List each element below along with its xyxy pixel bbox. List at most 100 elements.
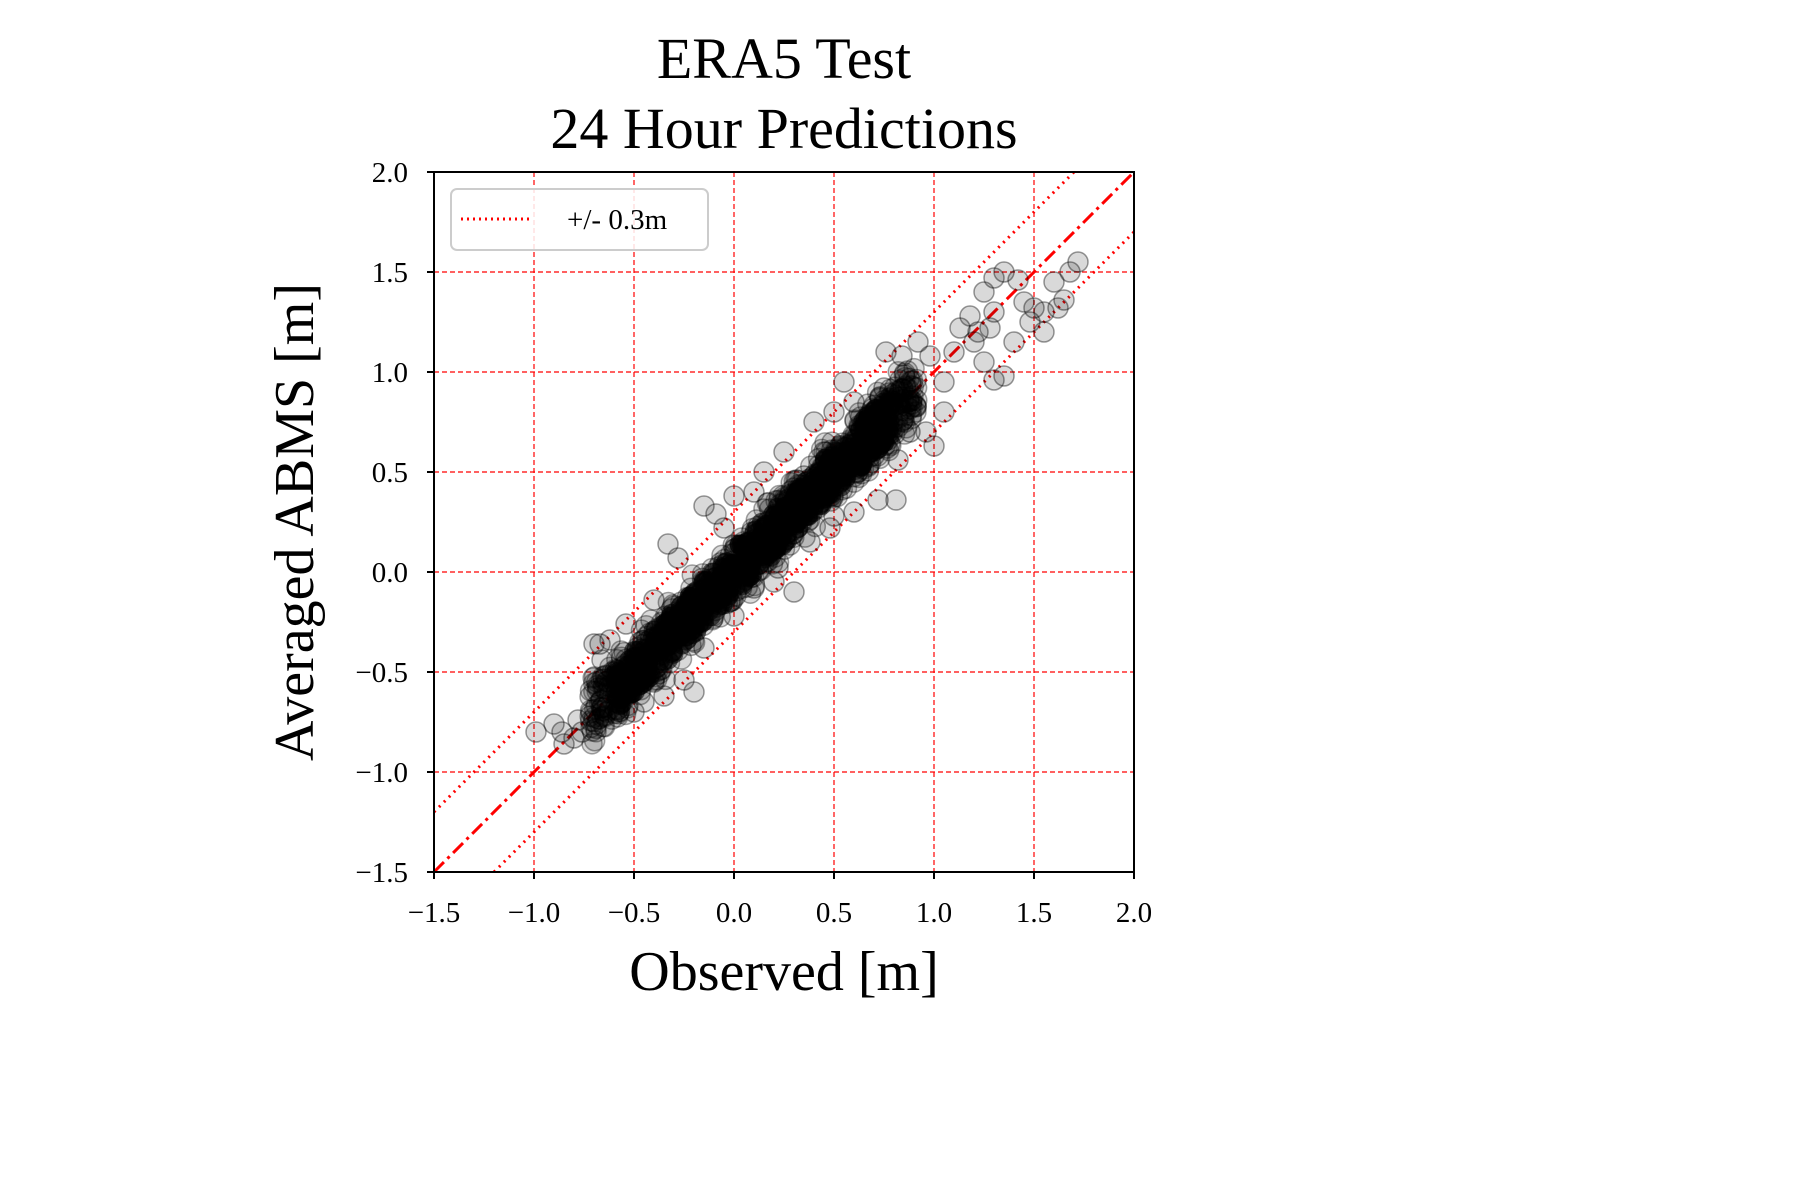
scatter-point	[1043, 271, 1065, 293]
scatter-point	[585, 695, 608, 717]
scatter-point	[887, 449, 909, 471]
scatter-point	[606, 659, 627, 680]
scatter-point	[525, 721, 547, 743]
scatter-point	[875, 341, 897, 363]
scatter-point	[653, 685, 675, 707]
scatter-point	[579, 679, 602, 702]
scatter-point	[567, 709, 589, 731]
scatter-point	[893, 364, 916, 386]
scatter-point	[983, 301, 1005, 323]
scatter-point	[1067, 251, 1089, 273]
scatter-point	[701, 562, 722, 583]
scatter-point	[723, 485, 745, 507]
scatter-point	[585, 713, 608, 735]
legend-box	[450, 188, 709, 251]
scatter-point	[905, 396, 928, 418]
scatter-point	[609, 680, 630, 701]
scatter-point	[583, 680, 605, 703]
scatter-point	[906, 389, 928, 412]
scatter-point	[983, 369, 1005, 391]
scatter-point	[1007, 269, 1029, 291]
scatter-point	[894, 376, 917, 399]
scatter-point	[585, 717, 607, 740]
scatter-point	[763, 571, 785, 593]
scatter-point	[887, 361, 909, 383]
scatter-point	[691, 600, 712, 621]
scatter-point	[773, 441, 795, 463]
scatter-point	[767, 557, 789, 579]
scatter-point	[580, 716, 602, 739]
x-tick-label: −0.5	[608, 897, 661, 929]
scatter-point	[847, 461, 869, 483]
y-tick-label: 0.0	[372, 557, 408, 589]
tick-layer: −1.5 −1.0 −0.5 0.0 0.5 1.0 1.5 2.0 −1.5 −1.0 −0.5 0…	[355, 157, 1152, 929]
scatter-point	[901, 389, 923, 412]
scatter-point	[901, 370, 924, 392]
scatter-point	[591, 649, 613, 671]
scatter-point	[973, 281, 995, 303]
scatter-point	[900, 375, 922, 397]
scatter-point	[583, 706, 605, 729]
scatter-point	[983, 267, 1005, 289]
x-tick-label: 0.0	[716, 897, 752, 929]
scatter-point	[768, 515, 789, 536]
x-tick-label: −1.0	[508, 897, 561, 929]
scatter-point	[889, 369, 911, 391]
scatter-point	[902, 376, 925, 398]
scatter-point	[733, 555, 755, 577]
scatter-point	[900, 408, 922, 430]
scatter-point	[710, 588, 731, 609]
scatter-point	[867, 489, 889, 511]
scatter-point	[599, 629, 621, 651]
scatter-point	[593, 715, 616, 738]
scatter-point	[738, 566, 759, 587]
y-axis-label: Averaged ABMS [m]	[264, 283, 326, 761]
scatter-point	[843, 391, 865, 413]
scatter-point	[586, 680, 608, 702]
scatter-point	[923, 435, 945, 457]
scatter-point	[844, 432, 865, 453]
scatter-point	[819, 517, 841, 539]
scatter-point	[894, 362, 916, 384]
x-tick-label: −1.5	[408, 897, 461, 929]
scatter-point	[963, 331, 985, 353]
scatter-point	[907, 331, 929, 353]
scatter-point	[663, 621, 685, 643]
scatter-point	[896, 360, 919, 382]
plot-frame	[433, 171, 1135, 873]
scatter-point	[667, 547, 689, 569]
scatter-point	[1003, 331, 1025, 353]
scatter-point	[823, 505, 845, 527]
scatter-point	[915, 421, 937, 443]
scatter-point	[705, 503, 727, 525]
scatter-point	[583, 729, 606, 752]
scatter-point	[593, 704, 616, 727]
scatter-point	[581, 733, 603, 755]
scatter-point	[673, 669, 695, 691]
scatter-point	[571, 721, 593, 743]
scatter-point	[553, 733, 575, 755]
scatter-point	[919, 345, 941, 367]
scatter-point	[1053, 289, 1075, 311]
scatter-point	[813, 441, 835, 463]
scatter-point	[799, 531, 821, 553]
scatter-point	[823, 401, 845, 423]
scatter-point	[1059, 261, 1081, 283]
scatter-point	[579, 685, 601, 708]
scatter-point	[967, 321, 989, 343]
x-tick-label: 1.0	[916, 897, 952, 929]
scatter-point	[693, 495, 715, 517]
scatter-point	[1047, 297, 1069, 319]
scatter-point	[803, 411, 825, 433]
scatter-point	[586, 674, 609, 697]
scatter-point	[993, 261, 1015, 283]
scatter-point	[801, 491, 822, 512]
y-tick-label: −1.0	[355, 757, 408, 789]
scatter-point	[897, 378, 920, 400]
y-tick-label: −1.5	[355, 857, 408, 889]
scatter-point	[843, 501, 865, 523]
scatter-point	[775, 500, 796, 521]
scatter-point	[591, 706, 613, 728]
scatter-point	[723, 605, 745, 627]
